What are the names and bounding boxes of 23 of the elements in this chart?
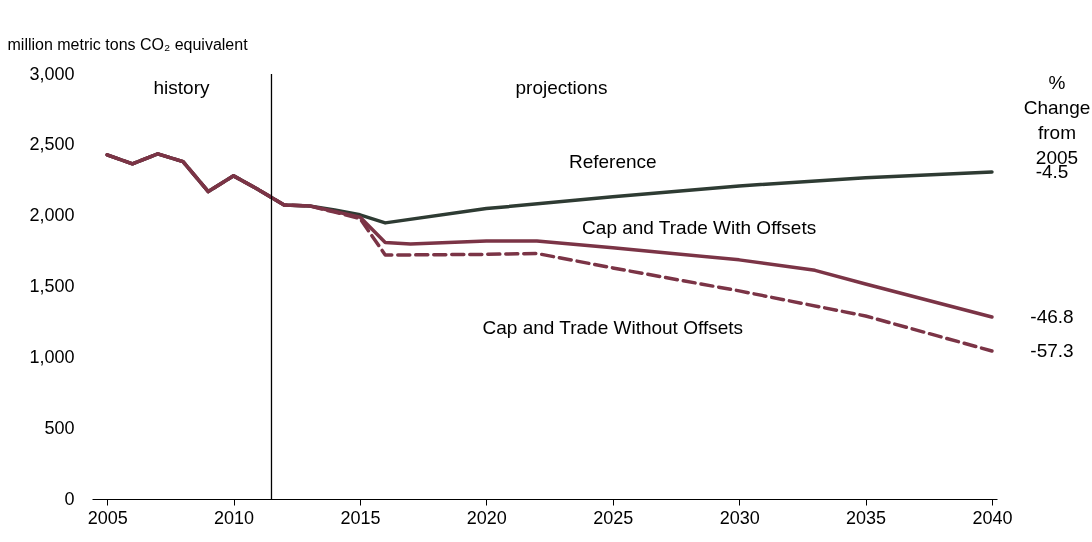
x-tick-label: 2015: [340, 507, 381, 528]
x-tick-label: 2010: [214, 507, 255, 528]
x-tick-label: 2005: [87, 507, 128, 528]
series-label: Reference: [568, 150, 657, 172]
x-tick-label: 2030: [719, 507, 760, 528]
series-label: Cap and Trade With Offsets: [582, 216, 817, 238]
series-label: Cap and Trade Without Offsets: [482, 316, 744, 338]
y-axis-title: million metric tons CO₂ equivalent: [7, 35, 249, 53]
annotation: history: [153, 77, 210, 98]
x-tick-label: 2025: [593, 507, 634, 528]
y-tick-label: 2,000: [29, 205, 75, 226]
text: -57.3: [1030, 339, 1074, 361]
x-tick-label: 2040: [972, 507, 1013, 528]
annotation: projections: [515, 77, 608, 98]
y-tick-label: 2,500: [29, 134, 75, 155]
y-tick-label: 1,500: [29, 276, 75, 296]
y-tick-label: 1,000: [29, 346, 75, 367]
x-tick-label: 2035: [846, 507, 887, 528]
y-tick-label: 500: [44, 417, 75, 438]
y-tick-label: 3,000: [29, 63, 75, 84]
y-tick-label: 0: [64, 488, 75, 509]
text: -46.8: [1030, 305, 1074, 327]
x-tick-label: 2020: [466, 507, 507, 528]
